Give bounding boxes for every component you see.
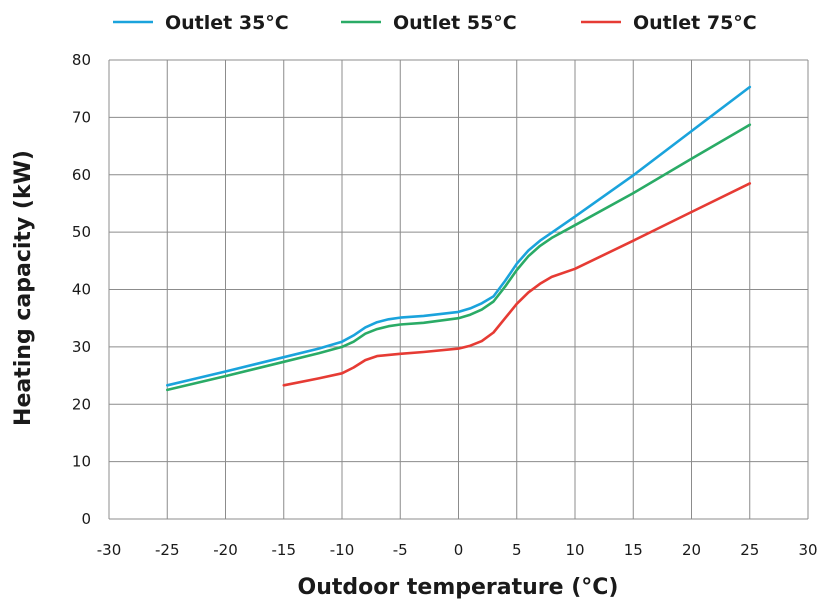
y-tick-label: 50 — [72, 223, 91, 241]
x-tick-label: 15 — [624, 541, 643, 559]
y-tick-labels: 0 10 20 30 40 50 60 70 80 — [72, 51, 91, 528]
series-line-3 — [282, 182, 752, 387]
x-tick-label: -20 — [213, 541, 238, 559]
y-tick-label: 80 — [72, 51, 91, 69]
x-tick-labels: -30 -25 -20 -15 -10 -5 0 5 10 15 20 25 30 — [97, 541, 818, 559]
x-tick-label: 10 — [565, 541, 584, 559]
series-line-1 — [166, 85, 752, 387]
x-tick-label: 0 — [454, 541, 464, 559]
y-axis-title: Heating capacity (kW) — [11, 150, 36, 426]
legend: Outlet 35°C Outlet 55°C Outlet 75°C — [113, 12, 757, 34]
x-tick-label: -10 — [330, 541, 355, 559]
y-tick-label: 30 — [72, 338, 91, 356]
grid-lines — [108, 59, 809, 520]
x-tick-label: 20 — [682, 541, 701, 559]
y-tick-label: 70 — [72, 108, 91, 126]
series-lines — [166, 85, 752, 392]
x-tick-label: -5 — [393, 541, 408, 559]
x-tick-label: -15 — [272, 541, 297, 559]
x-axis-title: Outdoor temperature (°C) — [298, 575, 619, 600]
y-tick-label: 20 — [72, 395, 91, 413]
y-tick-label: 40 — [72, 281, 91, 299]
legend-label: Outlet 55°C — [393, 12, 517, 34]
y-tick-label: 60 — [72, 166, 91, 184]
x-tick-label: -25 — [155, 541, 180, 559]
legend-label: Outlet 35°C — [165, 12, 289, 34]
legend-label: Outlet 75°C — [633, 12, 757, 34]
x-tick-label: 5 — [512, 541, 522, 559]
x-tick-label: 25 — [740, 541, 759, 559]
x-tick-label: -30 — [97, 541, 122, 559]
y-tick-label: 10 — [72, 453, 91, 471]
series-line-2 — [166, 123, 752, 392]
y-tick-label: 0 — [81, 510, 91, 528]
x-tick-label: 30 — [798, 541, 817, 559]
